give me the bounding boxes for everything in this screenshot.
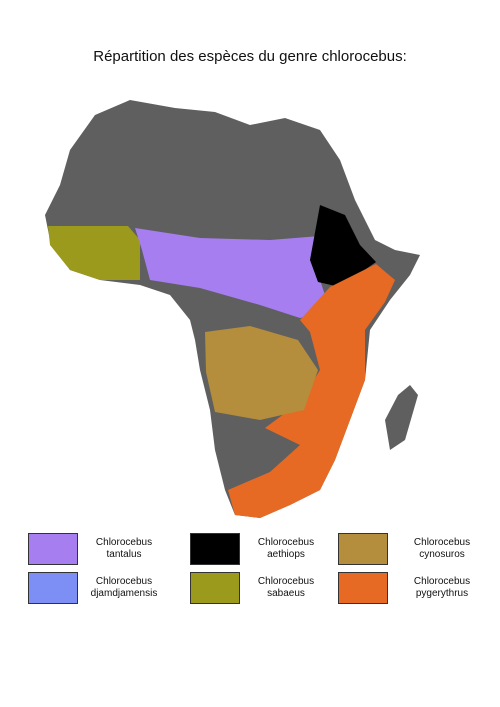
map-title: Répartition des espèces du genre chloroc…: [93, 48, 407, 65]
madagascar: [385, 385, 418, 450]
legend-swatch: [190, 572, 240, 604]
legend-swatch: [190, 533, 240, 565]
legend-swatch: [338, 533, 388, 565]
legend-label: Chlorocebus aethiops: [257, 537, 315, 560]
legend-swatch: [28, 572, 78, 604]
range-cynosuros: [205, 326, 318, 420]
legend-swatch: [28, 533, 78, 565]
legend-label: Chlorocebus cynosuros: [413, 537, 471, 560]
range-aethiops: [310, 205, 376, 287]
legend-swatch: [338, 572, 388, 604]
legend-label: Chlorocebus djamdjamensis: [90, 576, 158, 599]
legend-label: Chlorocebus pygerythrus: [413, 576, 471, 599]
legend-label: Chlorocebus tantalus: [95, 537, 153, 560]
legend-label: Chlorocebus sabaeus: [257, 576, 315, 599]
range-tantalus: [135, 228, 330, 318]
range-pygerythrus: [228, 264, 395, 518]
range-sabaeus: [48, 226, 140, 280]
